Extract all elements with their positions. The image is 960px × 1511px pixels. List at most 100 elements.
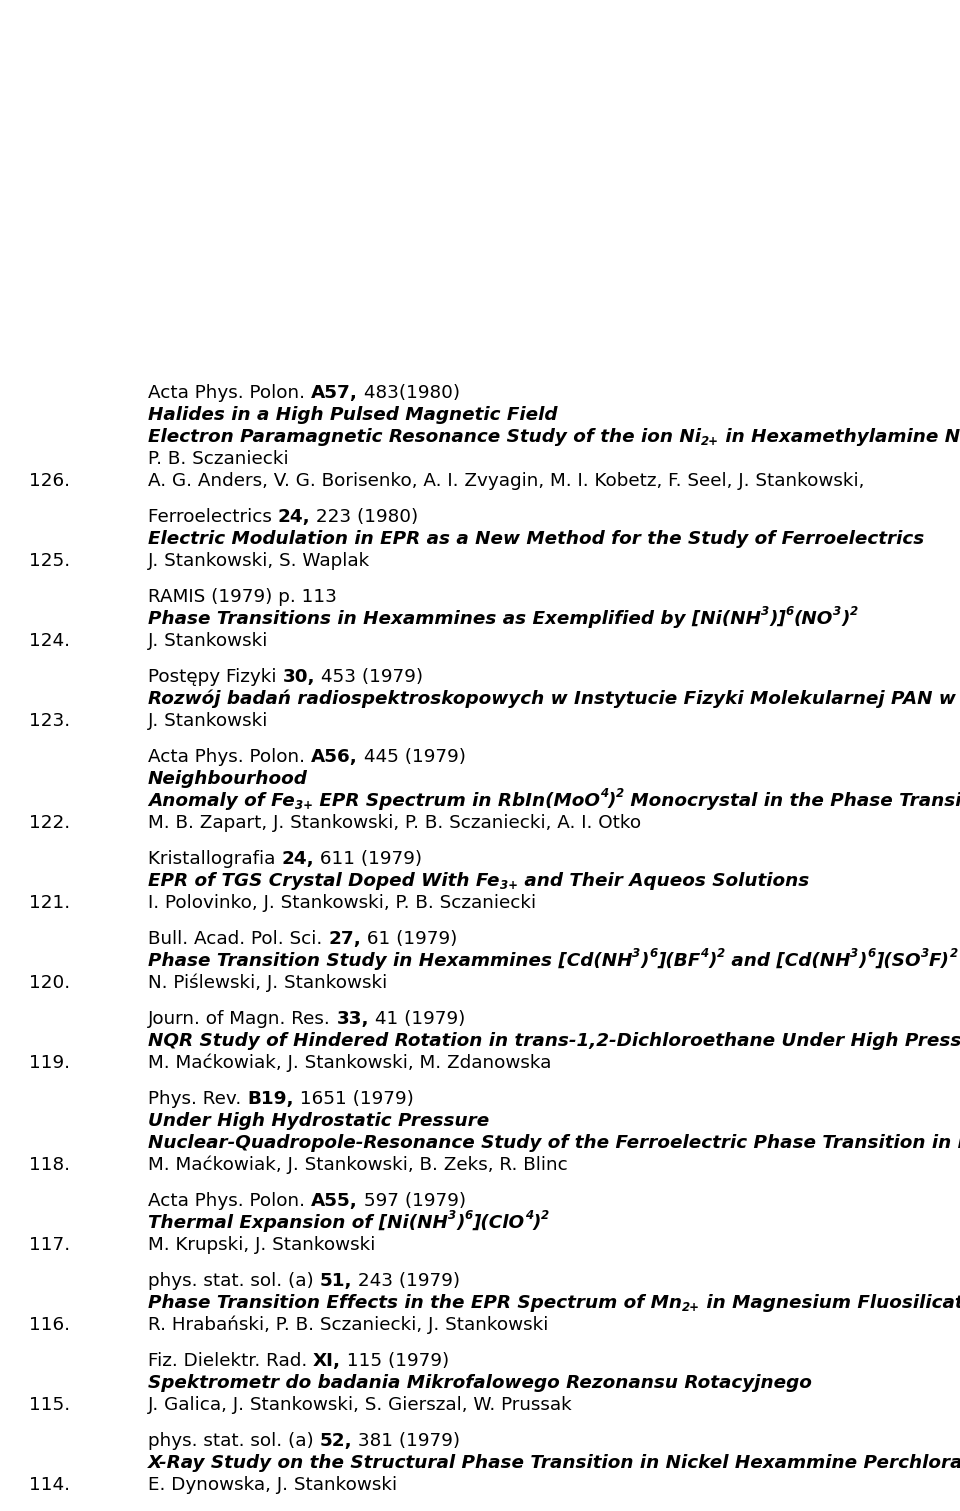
Text: 3: 3 xyxy=(851,947,858,959)
Text: 2+: 2+ xyxy=(682,1301,700,1315)
Text: M. Maćkowiak, J. Stankowski, B. Zeks, R. Blinc: M. Maćkowiak, J. Stankowski, B. Zeks, R.… xyxy=(148,1156,567,1174)
Text: ): ) xyxy=(708,952,717,970)
Text: 445 (1979): 445 (1979) xyxy=(358,748,466,766)
Text: 120.: 120. xyxy=(29,975,70,993)
Text: Bull. Acad. Pol. Sci.: Bull. Acad. Pol. Sci. xyxy=(148,929,328,947)
Text: ): ) xyxy=(533,1213,541,1231)
Text: 6: 6 xyxy=(786,606,794,618)
Text: J. Stankowski: J. Stankowski xyxy=(148,712,269,730)
Text: 24,: 24, xyxy=(277,508,310,526)
Text: X-Ray Study on the Structural Phase Transition in Nickel Hexammine Perchlorate: X-Ray Study on the Structural Phase Tran… xyxy=(148,1454,960,1472)
Text: Kristallografia: Kristallografia xyxy=(148,851,281,867)
Text: ](ClO: ](ClO xyxy=(472,1213,524,1231)
Text: Phase Transition Effects in the EPR Spectrum of Mn: Phase Transition Effects in the EPR Spec… xyxy=(148,1293,682,1312)
Text: 123.: 123. xyxy=(29,712,70,730)
Text: P. B. Sczaniecki: P. B. Sczaniecki xyxy=(148,450,289,468)
Text: Acta Phys. Polon.: Acta Phys. Polon. xyxy=(148,748,311,766)
Text: M. B. Zapart, J. Stankowski, P. B. Sczaniecki, A. I. Otko: M. B. Zapart, J. Stankowski, P. B. Sczan… xyxy=(148,814,641,833)
Text: ): ) xyxy=(842,610,850,629)
Text: Fiz. Dielektr. Rad.: Fiz. Dielektr. Rad. xyxy=(148,1352,313,1370)
Text: NQR Study of Hindered Rotation in trans-1,2-Dichloroethane Under High Pressure: NQR Study of Hindered Rotation in trans-… xyxy=(148,1032,960,1050)
Text: Phase Transition Study in Hexammines [Cd(NH: Phase Transition Study in Hexammines [Cd… xyxy=(148,952,633,970)
Text: 118.: 118. xyxy=(29,1156,70,1174)
Text: 51,: 51, xyxy=(320,1272,352,1290)
Text: 52,: 52, xyxy=(320,1432,352,1451)
Text: 126.: 126. xyxy=(29,471,70,490)
Text: 3: 3 xyxy=(448,1209,456,1222)
Text: J. Stankowski, S. Waplak: J. Stankowski, S. Waplak xyxy=(148,552,371,570)
Text: Acta Phys. Polon.: Acta Phys. Polon. xyxy=(148,384,311,402)
Text: 61 (1979): 61 (1979) xyxy=(361,929,457,947)
Text: Monocrystal in the Phase Transition: Monocrystal in the Phase Transition xyxy=(624,792,960,810)
Text: in Hexamethylamine Nickel: in Hexamethylamine Nickel xyxy=(719,428,960,446)
Text: 453 (1979): 453 (1979) xyxy=(315,668,423,686)
Text: phys. stat. sol. (a): phys. stat. sol. (a) xyxy=(148,1432,320,1451)
Text: A57,: A57, xyxy=(311,384,358,402)
Text: Halides in a High Pulsed Magnetic Field: Halides in a High Pulsed Magnetic Field xyxy=(148,406,558,425)
Text: 6: 6 xyxy=(465,1209,472,1222)
Text: Electron Paramagnetic Resonance Study of the ion Ni: Electron Paramagnetic Resonance Study of… xyxy=(148,428,701,446)
Text: F): F) xyxy=(929,952,949,970)
Text: and [Cd(NH: and [Cd(NH xyxy=(725,952,851,970)
Text: ](BF: ](BF xyxy=(658,952,701,970)
Text: 3+: 3+ xyxy=(499,879,517,891)
Text: Phase Transitions in Hexammines as Exemplified by [Ni(NH: Phase Transitions in Hexammines as Exemp… xyxy=(148,610,761,629)
Text: Spektrometr do badania Mikrofalowego Rezonansu Rotacyjnego: Spektrometr do badania Mikrofalowego Rez… xyxy=(148,1373,812,1392)
Text: B19,: B19, xyxy=(247,1089,294,1108)
Text: ): ) xyxy=(858,952,867,970)
Text: 125.: 125. xyxy=(29,552,70,570)
Text: 483(1980): 483(1980) xyxy=(358,384,460,402)
Text: Electric Modulation in EPR as a New Method for the Study of Ferroelectrics: Electric Modulation in EPR as a New Meth… xyxy=(148,530,924,548)
Text: A56,: A56, xyxy=(311,748,358,766)
Text: Phys. Rev.: Phys. Rev. xyxy=(148,1089,247,1108)
Text: )]: )] xyxy=(769,610,786,629)
Text: ](SO: ](SO xyxy=(876,952,921,970)
Text: (NO: (NO xyxy=(794,610,833,629)
Text: Thermal Expansion of [Ni(NH: Thermal Expansion of [Ni(NH xyxy=(148,1213,448,1231)
Text: ): ) xyxy=(608,792,616,810)
Text: 2: 2 xyxy=(850,606,858,618)
Text: Postępy Fizyki: Postępy Fizyki xyxy=(148,668,282,686)
Text: Rozwój badań radiospektroskopowych w Instytucie Fizyki Molekularnej PAN w Poznan: Rozwój badań radiospektroskopowych w Ins… xyxy=(148,691,960,709)
Text: I. Polovinko, J. Stankowski, P. B. Sczaniecki: I. Polovinko, J. Stankowski, P. B. Sczan… xyxy=(148,895,536,913)
Text: 121.: 121. xyxy=(29,895,70,913)
Text: and Their Aqueos Solutions: and Their Aqueos Solutions xyxy=(517,872,808,890)
Text: Neighbourhood: Neighbourhood xyxy=(148,771,308,789)
Text: 30,: 30, xyxy=(282,668,315,686)
Text: 2+: 2+ xyxy=(701,435,719,449)
Text: M. Krupski, J. Stankowski: M. Krupski, J. Stankowski xyxy=(148,1236,375,1254)
Text: J. Galica, J. Stankowski, S. Gierszal, W. Prussak: J. Galica, J. Stankowski, S. Gierszal, W… xyxy=(148,1396,573,1414)
Text: Journ. of Magn. Res.: Journ. of Magn. Res. xyxy=(148,1009,337,1027)
Text: 3: 3 xyxy=(761,606,769,618)
Text: 27,: 27, xyxy=(328,929,361,947)
Text: RAMIS (1979) p. 113: RAMIS (1979) p. 113 xyxy=(148,588,337,606)
Text: 2: 2 xyxy=(949,947,958,959)
Text: R. Hrabański, P. B. Sczaniecki, J. Stankowski: R. Hrabański, P. B. Sczaniecki, J. Stank… xyxy=(148,1316,548,1334)
Text: N. Piślewski, J. Stankowski: N. Piślewski, J. Stankowski xyxy=(148,975,387,993)
Text: Nuclear-Quadropole-Resonance Study of the Ferroelectric Phase Transition in KH: Nuclear-Quadropole-Resonance Study of th… xyxy=(148,1133,960,1151)
Text: Ferroelectrics: Ferroelectrics xyxy=(148,508,277,526)
Text: E. Dynowska, J. Stankowski: E. Dynowska, J. Stankowski xyxy=(148,1476,397,1494)
Text: 119.: 119. xyxy=(29,1055,70,1071)
Text: J. Stankowski: J. Stankowski xyxy=(148,632,269,650)
Text: phys. stat. sol. (a): phys. stat. sol. (a) xyxy=(148,1272,320,1290)
Text: 597 (1979): 597 (1979) xyxy=(358,1192,466,1210)
Text: 611 (1979): 611 (1979) xyxy=(314,851,422,867)
Text: XI,: XI, xyxy=(313,1352,341,1370)
Text: Anomaly of Fe: Anomaly of Fe xyxy=(148,792,295,810)
Text: 4: 4 xyxy=(524,1209,533,1222)
Text: 3: 3 xyxy=(833,606,842,618)
Text: 122.: 122. xyxy=(29,814,70,833)
Text: 6: 6 xyxy=(649,947,658,959)
Text: 116.: 116. xyxy=(29,1316,70,1334)
Text: 115 (1979): 115 (1979) xyxy=(341,1352,449,1370)
Text: 6: 6 xyxy=(867,947,876,959)
Text: 2: 2 xyxy=(717,947,725,959)
Text: EPR Spectrum in RbIn(MoO: EPR Spectrum in RbIn(MoO xyxy=(313,792,600,810)
Text: 24,: 24, xyxy=(281,851,314,867)
Text: 41 (1979): 41 (1979) xyxy=(370,1009,466,1027)
Text: ): ) xyxy=(640,952,649,970)
Text: 381 (1979): 381 (1979) xyxy=(352,1432,461,1451)
Text: 117.: 117. xyxy=(29,1236,70,1254)
Text: Under High Hydrostatic Pressure: Under High Hydrostatic Pressure xyxy=(148,1112,490,1130)
